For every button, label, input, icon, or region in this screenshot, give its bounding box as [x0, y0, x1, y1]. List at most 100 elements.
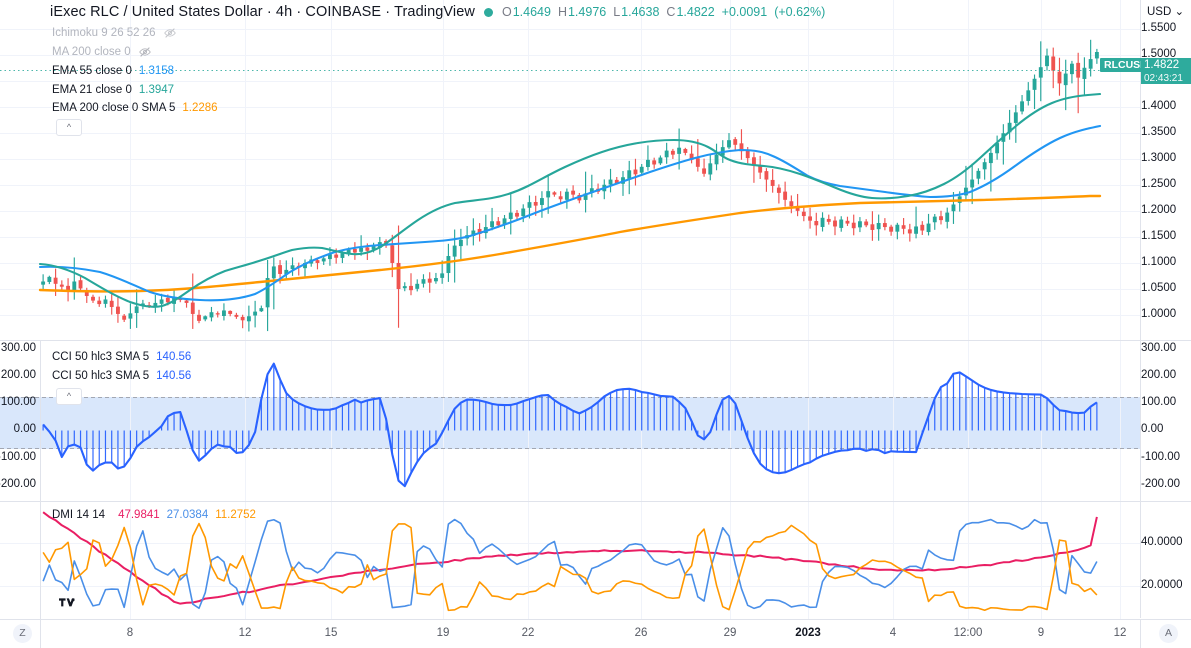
price-scale-label: 1.1500 — [1141, 230, 1177, 242]
legend-label: DMI 14 14 — [52, 509, 106, 521]
dmi-indicator-pane[interactable] — [0, 502, 1141, 619]
legend-item-ichimoku[interactable]: Ichimoku 9 26 52 26 — [52, 26, 177, 40]
legend-value: 140.56 — [156, 370, 192, 382]
auto-scale-button[interactable]: A — [1159, 624, 1178, 643]
cci-band-fill — [0, 397, 1141, 449]
dmi-scale-label: 40.0000 — [1141, 536, 1183, 548]
time-axis-left-divider — [40, 619, 41, 648]
pane-separator-price-cci[interactable] — [0, 340, 1191, 341]
legend-item-ema21[interactable]: EMA 21 close 0 1.3947 — [52, 84, 174, 96]
current-price-badge: 1.4822 02:43:21 — [1141, 58, 1191, 84]
currency-selector[interactable]: USD ⌄ — [1147, 4, 1184, 18]
bar-countdown: 02:43:21 — [1144, 73, 1183, 84]
ohlc-low: L1.4638 — [613, 5, 660, 19]
price-scale-label: 1.0500 — [1141, 282, 1177, 294]
price-chart-pane[interactable] — [0, 0, 1141, 340]
price-scale-label: 1.0000 — [1141, 308, 1177, 320]
time-axis-tick: 4 — [889, 627, 897, 639]
price-pane-collapse-button[interactable]: ^ — [56, 119, 82, 136]
tradingview-logo[interactable] — [55, 592, 78, 615]
cci-scale-label: -100.00 — [0, 450, 36, 463]
cci-scale-label: -100.00 — [1141, 450, 1181, 463]
cci-gridlines — [130, 341, 1121, 501]
pane-separator-cci-dmi[interactable] — [0, 501, 1191, 502]
cci-scale-label: 100.00 — [1141, 396, 1177, 409]
cci-line — [42, 362, 1098, 488]
time-axis-tick: 26 — [634, 627, 648, 639]
legend-label: EMA 200 close 0 SMA 5 — [52, 102, 176, 114]
time-axis-tick: 12 — [238, 627, 252, 639]
dmi-adx-line — [42, 511, 1098, 605]
price-scale-label: 1.5500 — [1141, 22, 1177, 34]
ohlc-high: H1.4976 — [557, 5, 607, 19]
legend-value: 1.3947 — [138, 84, 175, 96]
legend-value: 140.56 — [156, 351, 192, 363]
price-scale-label: 1.4000 — [1141, 100, 1177, 112]
legend-label: CCI 50 hlc3 SMA 5 — [52, 351, 150, 363]
price-scale-label: 1.5000 — [1141, 48, 1177, 60]
time-axis-tick: 8 — [126, 627, 134, 639]
cci-scale-label: 300.00 — [1141, 342, 1177, 355]
price-scale-label: 1.2000 — [1141, 204, 1177, 216]
cci-scale-label: 100.00 — [0, 396, 36, 409]
dmi-plus-di-line — [42, 518, 1098, 610]
cci-indicator-pane[interactable] — [0, 341, 1141, 501]
legend-item-cci-1[interactable]: CCI 50 hlc3 SMA 5 140.56 — [52, 351, 191, 363]
chart-header: iExec RLC / United States Dollar · 4h · … — [50, 4, 825, 20]
legend-item-dmi[interactable]: DMI 14 14 47.9841 27.0384 11.2752 — [52, 509, 256, 521]
dmi-minus-di-line — [42, 522, 1098, 612]
time-axis[interactable]: Z A 8 12 15 19 22 26 29 2023 4 12:00 9 12 — [0, 619, 1191, 648]
legend-label: Ichimoku 9 26 52 26 — [52, 27, 156, 39]
dmi-gridlines — [0, 502, 1141, 619]
time-axis-tick: 29 — [723, 627, 737, 639]
legend-value: 1.2286 — [182, 102, 218, 114]
ema200-line — [38, 194, 1102, 293]
legend-item-ma200[interactable]: MA 200 close 0 — [52, 45, 152, 59]
eye-off-icon[interactable] — [138, 45, 152, 59]
price-scale-label: 1.3000 — [1141, 152, 1177, 164]
cci-level-lines — [0, 397, 1141, 449]
time-axis-tick: 19 — [436, 627, 450, 639]
legend-value-plus-di: 27.0384 — [166, 509, 209, 521]
cci-scale-label: -200.00 — [0, 477, 36, 490]
left-scale-divider — [40, 341, 41, 619]
cci-scale-label: 0.00 — [1141, 423, 1164, 436]
dmi-scale-label: 20.0000 — [1141, 579, 1183, 591]
cci-pane-collapse-button[interactable]: ^ — [56, 388, 82, 405]
cci-scale-label: 200.00 — [1141, 369, 1177, 382]
timezone-button[interactable]: Z — [13, 624, 32, 643]
cci-scale-label: -200.00 — [1141, 477, 1181, 490]
time-axis-tick: 9 — [1037, 627, 1045, 639]
ohlc-readout: O1.4649 H1.4976 L1.4638 C1.4822 +0.0091 … — [502, 5, 825, 19]
price-scale-label: 1.1000 — [1141, 256, 1177, 268]
legend-label: MA 200 close 0 — [52, 46, 131, 58]
time-axis-tick: 22 — [521, 627, 535, 639]
symbol-flag-badge: RLCUSD — [1100, 58, 1152, 72]
candlestick-series — [41, 39, 1099, 332]
legend-item-ema200-sma5[interactable]: EMA 200 close 0 SMA 5 1.2286 — [52, 102, 218, 114]
legend-label: EMA 55 close 0 — [52, 65, 132, 77]
time-axis-tick: 12 — [1113, 627, 1127, 639]
cci-scale-label: 0.00 — [13, 423, 36, 436]
price-scale-label: 1.3500 — [1141, 126, 1177, 138]
ema55-line — [38, 124, 1102, 302]
current-price-value: 1.4822 — [1144, 59, 1180, 71]
ohlc-open: O1.4649 — [501, 5, 551, 19]
legend-value-adx: 47.9841 — [118, 509, 160, 521]
cci-histogram-bars — [42, 363, 1098, 487]
ohlc-close: C1.4822 — [666, 5, 715, 19]
page-title[interactable]: iExec RLC / United States Dollar · 4h · … — [50, 4, 475, 20]
cci-scale-label: 300.00 — [0, 342, 36, 355]
legend-item-ema55[interactable]: EMA 55 close 0 1.3158 — [52, 65, 174, 77]
legend-item-cci-2[interactable]: CCI 50 hlc3 SMA 5 140.56 — [52, 370, 191, 382]
market-status-dot — [483, 7, 493, 17]
ohlc-change: +0.0091 — [721, 5, 768, 19]
cci-scale-label: 200.00 — [0, 369, 36, 382]
eye-off-icon[interactable] — [163, 26, 177, 40]
ema21-line — [38, 92, 1102, 308]
time-axis-right-divider — [1140, 619, 1141, 648]
chevron-down-icon: ⌄ — [1174, 6, 1185, 18]
legend-value: 1.3158 — [138, 65, 175, 77]
price-scale-divider — [1140, 0, 1141, 618]
